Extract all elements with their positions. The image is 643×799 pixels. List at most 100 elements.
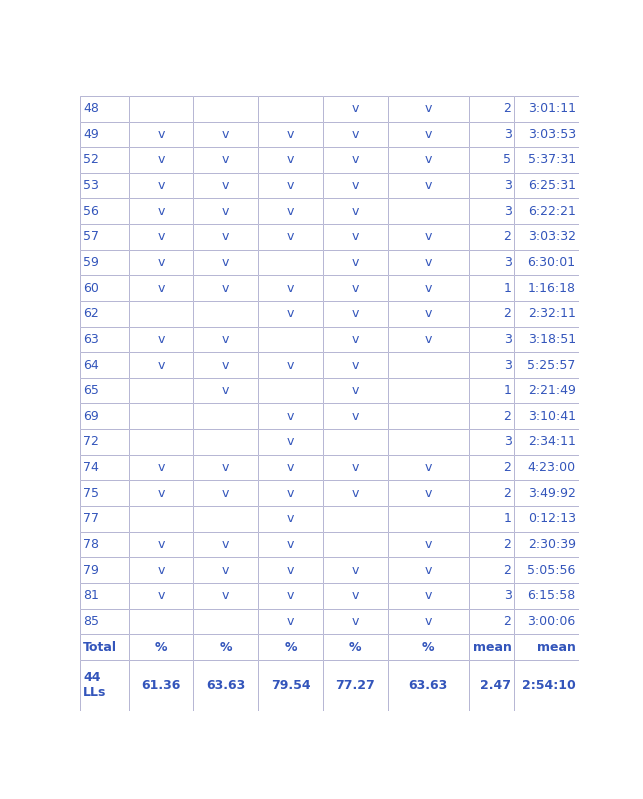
Text: v: v	[352, 359, 359, 372]
Text: 78: 78	[84, 538, 100, 551]
Bar	[258, 634, 323, 660]
Bar	[194, 249, 258, 276]
Bar	[80, 276, 129, 301]
Text: 1:16:18: 1:16:18	[528, 281, 575, 295]
Bar	[129, 660, 194, 711]
Text: 1: 1	[503, 384, 511, 397]
Bar	[129, 429, 194, 455]
Bar	[514, 327, 579, 352]
Bar	[514, 96, 579, 121]
Bar	[323, 609, 388, 634]
Bar	[469, 352, 514, 378]
Bar	[258, 378, 323, 403]
Text: v: v	[352, 410, 359, 423]
Bar	[388, 378, 469, 403]
Bar	[194, 660, 258, 711]
Text: v: v	[158, 563, 165, 577]
Bar	[323, 480, 388, 506]
Bar	[258, 249, 323, 276]
Bar	[388, 276, 469, 301]
Bar	[80, 224, 129, 249]
Bar	[129, 557, 194, 583]
Text: 2:32:11: 2:32:11	[528, 308, 575, 320]
Text: 65: 65	[84, 384, 99, 397]
Text: 81: 81	[84, 589, 99, 602]
Bar	[469, 198, 514, 224]
Bar	[469, 429, 514, 455]
Bar	[194, 198, 258, 224]
Bar	[194, 429, 258, 455]
Bar	[469, 609, 514, 634]
Bar	[258, 609, 323, 634]
Text: 3: 3	[503, 333, 511, 346]
Text: 6:22:21: 6:22:21	[528, 205, 575, 218]
Text: v: v	[287, 230, 294, 244]
Bar	[258, 506, 323, 531]
Text: 2: 2	[503, 102, 511, 115]
Text: 79: 79	[84, 563, 99, 577]
Bar	[258, 660, 323, 711]
Bar	[129, 224, 194, 249]
Bar	[258, 429, 323, 455]
Bar	[129, 147, 194, 173]
Bar	[80, 173, 129, 198]
Bar	[194, 173, 258, 198]
Text: 63: 63	[84, 333, 99, 346]
Text: 2: 2	[503, 308, 511, 320]
Bar	[80, 506, 129, 531]
Bar	[469, 96, 514, 121]
Text: v: v	[287, 205, 294, 218]
Text: 57: 57	[84, 230, 100, 244]
Bar	[129, 506, 194, 531]
Text: 6:30:01: 6:30:01	[528, 256, 575, 269]
Text: v: v	[222, 205, 230, 218]
Text: v: v	[287, 435, 294, 448]
Bar	[129, 480, 194, 506]
Text: v: v	[424, 281, 432, 295]
Bar	[323, 224, 388, 249]
Bar	[80, 96, 129, 121]
Text: v: v	[222, 461, 230, 474]
Text: v: v	[352, 102, 359, 115]
Bar	[129, 276, 194, 301]
Bar	[194, 276, 258, 301]
Bar	[469, 301, 514, 327]
Bar	[194, 531, 258, 557]
Text: v: v	[424, 615, 432, 628]
Bar	[80, 352, 129, 378]
Bar	[194, 634, 258, 660]
Text: 53: 53	[84, 179, 99, 192]
Text: v: v	[287, 281, 294, 295]
Bar	[194, 378, 258, 403]
Text: v: v	[352, 308, 359, 320]
Bar	[388, 557, 469, 583]
Text: 63.63: 63.63	[409, 679, 448, 692]
Bar	[80, 583, 129, 609]
Bar	[194, 506, 258, 531]
Bar	[388, 121, 469, 147]
Bar	[194, 506, 258, 531]
Bar	[80, 455, 129, 480]
Bar	[194, 557, 258, 583]
Bar	[388, 249, 469, 276]
Bar	[514, 660, 579, 711]
Bar	[194, 557, 258, 583]
Bar	[129, 249, 194, 276]
Bar	[129, 429, 194, 455]
Bar	[514, 224, 579, 249]
Bar	[388, 121, 469, 147]
Bar	[388, 96, 469, 121]
Text: v: v	[424, 256, 432, 269]
Bar	[80, 378, 129, 403]
Text: 63.63: 63.63	[206, 679, 246, 692]
Bar	[323, 327, 388, 352]
Bar	[258, 403, 323, 429]
Bar	[514, 198, 579, 224]
Bar	[129, 531, 194, 557]
Bar	[514, 198, 579, 224]
Bar	[469, 455, 514, 480]
Text: 2: 2	[503, 410, 511, 423]
Bar	[129, 378, 194, 403]
Text: v: v	[222, 179, 230, 192]
Text: v: v	[352, 333, 359, 346]
